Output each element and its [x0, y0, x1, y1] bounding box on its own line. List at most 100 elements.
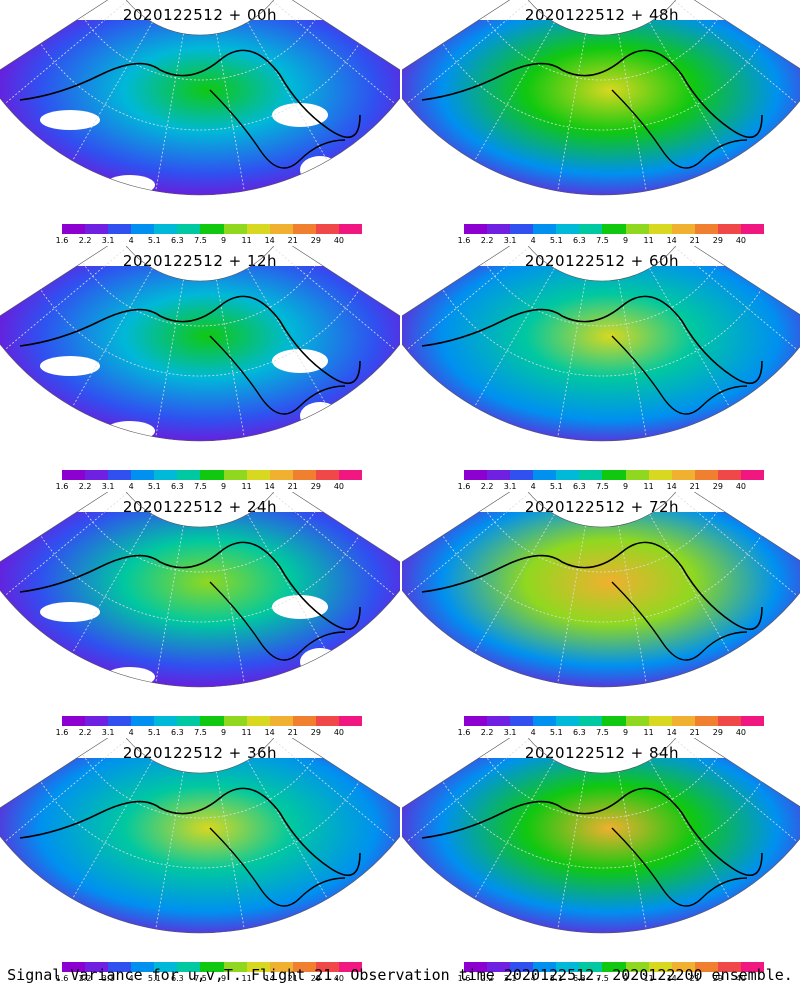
meridian-gridline — [474, 514, 555, 654]
colorbar — [62, 224, 363, 234]
meridian-gridline — [247, 514, 328, 654]
colorbar-swatch — [602, 716, 626, 726]
colorbar-tick-label: 9 — [220, 974, 227, 983]
meridian-gridline — [4, 0, 128, 105]
colorbar-swatch — [223, 716, 247, 726]
colorbar — [62, 716, 363, 726]
colorbar-swatch — [694, 470, 718, 480]
variance-map — [0, 492, 400, 688]
colorbar-tick-label: 7.5 — [596, 236, 609, 245]
meridian-gridline — [406, 492, 530, 597]
colorbar-swatch — [154, 962, 178, 972]
colorbar-swatch — [533, 470, 557, 480]
colorbar-swatch — [671, 470, 695, 480]
colorbar-swatch — [648, 224, 672, 234]
colorbar-tick-label: 3.1 — [101, 728, 115, 737]
colorbar-swatch — [338, 224, 363, 234]
colorbar-swatch — [269, 470, 293, 480]
colorbar-swatch — [108, 224, 132, 234]
colorbar-tick-label: 40 — [333, 728, 345, 737]
colorbar-tick-label: 3.1 — [101, 482, 115, 491]
variance-field — [402, 266, 800, 442]
colorbar-tick-label: 5.1 — [549, 728, 563, 737]
meridian-gridline — [474, 760, 555, 900]
meridian-gridline — [649, 22, 730, 162]
colorbar-swatch — [200, 224, 224, 234]
colorbar-tick-label: 11 — [643, 974, 654, 983]
coastline — [19, 541, 361, 631]
colorbar-swatch — [717, 716, 741, 726]
colorbar-swatch — [487, 224, 511, 234]
colorbar-tick-label: 1.6 — [457, 236, 471, 245]
meridian-gridline — [674, 0, 798, 105]
colorbar-tick-label: 6.3 — [573, 974, 586, 983]
colorbar-tick-label: 5.1 — [549, 974, 563, 983]
coastline — [19, 295, 361, 385]
colorbar-tick-label: 2.2 — [480, 728, 494, 737]
panel-title: 2020122512 + 12h — [122, 252, 278, 270]
colorbar-swatch — [292, 962, 316, 972]
colorbar-tick-label: 6.3 — [171, 236, 184, 245]
meridian-gridline — [72, 268, 153, 408]
colorbar-ticks: 1.6 2.2 3.1 4 5.1 6.3 7.5 9 11 14 21 29 40 — [56, 728, 362, 738]
colorbar-tick-label: 9 — [622, 482, 629, 491]
missing-data-patch — [300, 156, 340, 184]
colorbar — [62, 470, 363, 480]
colorbar-tick-label: 7.5 — [194, 974, 207, 983]
map-border — [0, 738, 400, 934]
colorbar-swatch — [85, 470, 109, 480]
colorbar-swatch — [694, 716, 718, 726]
variance-field — [402, 20, 800, 196]
colorbar-swatch — [223, 224, 247, 234]
colorbar-swatch — [108, 470, 132, 480]
colorbar-tick-label: 14 — [264, 482, 275, 491]
colorbar-tick-label: 14 — [666, 974, 677, 983]
missing-data-patch — [40, 110, 100, 130]
meridian-gridline — [649, 760, 730, 900]
forecast-panel: 2020122512 + 48h 1.6 2.2 3.1 4 5.1 6.3 7.5 9 11 14… — [402, 0, 800, 245]
map-border — [0, 246, 400, 442]
colorbar-swatch — [510, 224, 534, 234]
colorbar-tick-label: 2.2 — [78, 236, 92, 245]
coastline — [19, 49, 361, 139]
colorbar-swatch — [338, 716, 363, 726]
colorbar-tick-label: 21 — [287, 974, 298, 983]
colorbar-swatch — [464, 716, 488, 726]
colorbar-swatch — [602, 224, 626, 234]
colorbar-tick-label: 40 — [735, 728, 747, 737]
meridian-gridline — [247, 760, 328, 900]
colorbar-swatch — [200, 716, 224, 726]
colorbar-tick-label: 11 — [241, 974, 252, 983]
coastline — [611, 581, 748, 661]
colorbar-tick-label: 4 — [128, 482, 134, 491]
panel-title: 2020122512 + 24h — [122, 498, 278, 516]
map-border — [0, 492, 400, 688]
colorbar-tick-label: 29 — [310, 482, 321, 491]
colorbar-swatch — [717, 224, 741, 234]
colorbar-tick-label: 4 — [128, 236, 134, 245]
colorbar-tick-label: 3.1 — [503, 974, 517, 983]
colorbar-swatch — [154, 470, 178, 480]
colorbar-swatch — [694, 962, 718, 972]
colorbar-swatch — [510, 716, 534, 726]
colorbar-swatch — [717, 962, 741, 972]
missing-data-patch — [300, 402, 340, 430]
colorbar-tick-label: 1.6 — [55, 482, 69, 491]
colorbar-swatch — [556, 224, 580, 234]
colorbar-swatch — [625, 224, 649, 234]
meridian-gridline — [72, 514, 153, 654]
colorbar-swatch — [108, 716, 132, 726]
colorbar-swatch — [694, 224, 718, 234]
colorbar-tick-label: 2.2 — [480, 482, 494, 491]
colorbar-tick-label: 1.6 — [457, 482, 471, 491]
colorbar-tick-label: 21 — [287, 482, 298, 491]
colorbar-swatch — [85, 716, 109, 726]
colorbar-tick-label: 21 — [689, 728, 700, 737]
missing-data-patch — [105, 175, 155, 195]
colorbar-tick-label: 5.1 — [147, 236, 161, 245]
colorbar-tick-label: 40 — [735, 974, 747, 983]
colorbar-tick-label: 14 — [264, 728, 275, 737]
colorbar-tick-label: 14 — [666, 236, 677, 245]
colorbar-tick-label: 40 — [333, 974, 345, 983]
meridian-gridline — [4, 738, 128, 843]
